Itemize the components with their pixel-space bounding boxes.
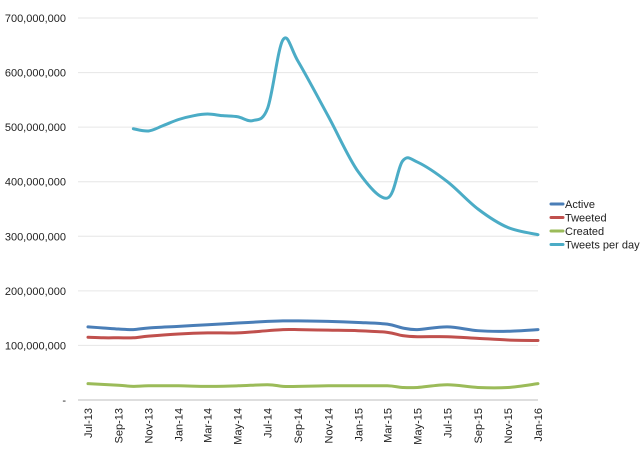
series-line-tweets-per-day [131,36,540,237]
series-line-tweeted [86,327,540,343]
series-line-created [86,382,540,390]
x-axis-tick-labels: Jul-13 Sep-13 Nov-13 Jan-14 Mar-14 May-14 Jul-… [83,408,545,445]
y-tick-label: 600,000,000 [5,68,66,80]
x-tick-label: Jan-14 [174,408,186,442]
y-tick-label: - [62,395,66,407]
series-line-active [86,319,540,333]
x-tick-label: Jul-15 [442,408,454,438]
series-lines [86,36,540,390]
x-tick-label: Jan-15 [353,408,365,442]
y-tick-label: 200,000,000 [5,286,66,298]
y-tick-label: 700,000,000 [5,13,66,25]
x-tick-label: May-14 [233,408,245,445]
x-tick-label: Jan-16 [533,408,545,442]
legend-label: Created [565,226,604,238]
y-tick-label: 400,000,000 [5,177,66,189]
y-tick-label: 100,000,000 [5,340,66,352]
y-tick-label: 300,000,000 [5,231,66,243]
legend-label: Active [565,199,595,211]
x-tick-label: Jul-14 [263,408,275,438]
x-tick-label: Sep-13 [114,408,126,443]
gridlines [78,17,538,401]
x-tick-label: Nov-13 [144,408,156,443]
x-tick-label: Sep-15 [473,408,485,443]
x-tick-label: Nov-15 [503,408,515,443]
x-tick-label: Jul-13 [83,408,95,438]
x-tick-label: Sep-14 [293,408,305,443]
x-tick-label: May-15 [412,408,424,445]
legend-label: Tweeted [565,213,607,225]
x-tick-label: Mar-14 [203,408,215,443]
y-tick-label: 500,000,000 [5,122,66,134]
legend-label: Tweets per day [565,240,640,252]
x-tick-label: Nov-14 [323,408,335,443]
x-tick-label: Mar-15 [382,408,394,443]
y-axis-tick-labels: 700,000,000 600,000,000 500,000,000 400,000… [5,13,67,407]
